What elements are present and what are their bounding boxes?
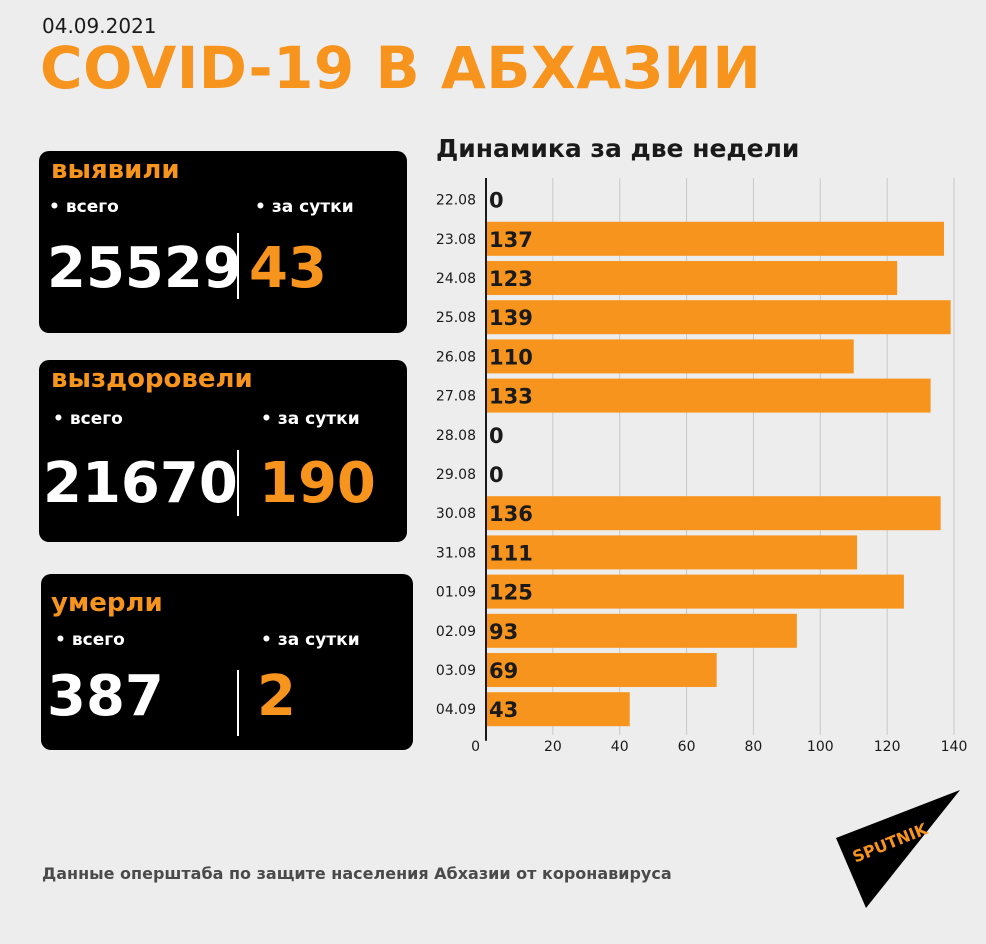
category-label: 31.08 xyxy=(436,545,476,561)
category-label: 30.08 xyxy=(436,506,476,522)
card-deaths-title: умерли xyxy=(51,588,163,618)
value-label: 111 xyxy=(489,541,533,565)
category-label: 27.08 xyxy=(436,389,476,405)
bar xyxy=(486,574,904,609)
x-tick-label: 100 xyxy=(807,739,834,755)
bar xyxy=(486,535,858,570)
bar xyxy=(486,496,941,531)
category-label: 26.08 xyxy=(436,349,476,365)
card-recovered-total: 21670 xyxy=(43,451,238,516)
category-label: 04.09 xyxy=(436,702,476,718)
sputnik-logo-shape xyxy=(836,790,960,908)
value-label: 137 xyxy=(489,228,533,252)
x-tick-label: 20 xyxy=(544,739,562,755)
card-recovered-divider xyxy=(237,450,239,516)
card-recovered: выздоровели всего за сутки 21670 190 xyxy=(39,360,407,542)
card-detected-daily-label: за сутки xyxy=(255,197,354,217)
category-label: 01.09 xyxy=(436,585,476,601)
card-recovered-daily: 190 xyxy=(259,451,376,516)
card-detected-divider xyxy=(237,233,239,299)
value-label: 133 xyxy=(489,385,533,409)
x-tick-label: 140 xyxy=(941,739,968,755)
card-deaths-divider xyxy=(237,670,239,736)
card-deaths-total: 387 xyxy=(47,664,164,729)
bar xyxy=(486,339,854,374)
page-title: COVID-19 В АБХАЗИИ xyxy=(40,34,762,102)
source-note: Данные оперштаба по защите населения Абх… xyxy=(42,864,672,883)
value-label: 136 xyxy=(489,502,533,526)
category-label: 22.08 xyxy=(436,193,476,209)
card-deaths-daily: 2 xyxy=(257,664,296,729)
card-deaths-total-label: всего xyxy=(55,630,125,650)
bar xyxy=(486,613,797,648)
card-detected: выявили всего за сутки 25529 43 xyxy=(39,151,407,333)
bar xyxy=(486,692,630,727)
chart-title: Динамика за две недели xyxy=(436,134,800,163)
value-label: 123 xyxy=(489,267,533,291)
x-tick-label: 40 xyxy=(611,739,629,755)
value-label: 69 xyxy=(489,659,518,683)
category-label: 02.09 xyxy=(436,624,476,640)
card-detected-total-label: всего xyxy=(49,197,119,217)
card-recovered-daily-label: за сутки xyxy=(261,409,360,429)
value-label: 0 xyxy=(489,424,504,448)
category-label: 25.08 xyxy=(436,310,476,326)
sputnik-logo: SPUTNIK xyxy=(836,790,960,908)
x-tick-label: 0 xyxy=(471,739,480,755)
card-detected-title: выявили xyxy=(51,155,180,185)
value-label: 93 xyxy=(489,620,518,644)
x-tick-label: 60 xyxy=(678,739,696,755)
value-label: 110 xyxy=(489,345,533,369)
card-recovered-title: выздоровели xyxy=(51,364,253,394)
card-recovered-total-label: всего xyxy=(53,409,123,429)
value-label: 139 xyxy=(489,306,533,330)
bar-chart: 0 20 40 60 80 100 120 140 22.08 0 23.08 137 24.08 123… xyxy=(436,178,968,755)
category-label: 29.08 xyxy=(436,467,476,483)
category-label: 28.08 xyxy=(436,428,476,444)
category-label: 23.08 xyxy=(436,232,476,248)
category-label: 24.08 xyxy=(436,271,476,287)
category-label: 03.09 xyxy=(436,663,476,679)
value-label: 0 xyxy=(489,189,504,213)
value-label: 43 xyxy=(489,698,518,722)
bar xyxy=(486,261,898,295)
bar xyxy=(486,378,931,413)
bar xyxy=(486,300,951,335)
card-detected-daily: 43 xyxy=(249,236,327,301)
bar xyxy=(486,653,717,687)
bar xyxy=(486,221,944,256)
card-deaths: умерли всего за сутки 387 2 xyxy=(41,574,413,750)
x-tick-label: 80 xyxy=(745,739,763,755)
report-date: 04.09.2021 xyxy=(42,14,157,38)
card-deaths-daily-label: за сутки xyxy=(261,630,360,650)
x-tick-label: 120 xyxy=(874,739,901,755)
card-detected-total: 25529 xyxy=(47,236,242,301)
value-label: 0 xyxy=(489,463,504,487)
value-label: 125 xyxy=(489,581,533,605)
